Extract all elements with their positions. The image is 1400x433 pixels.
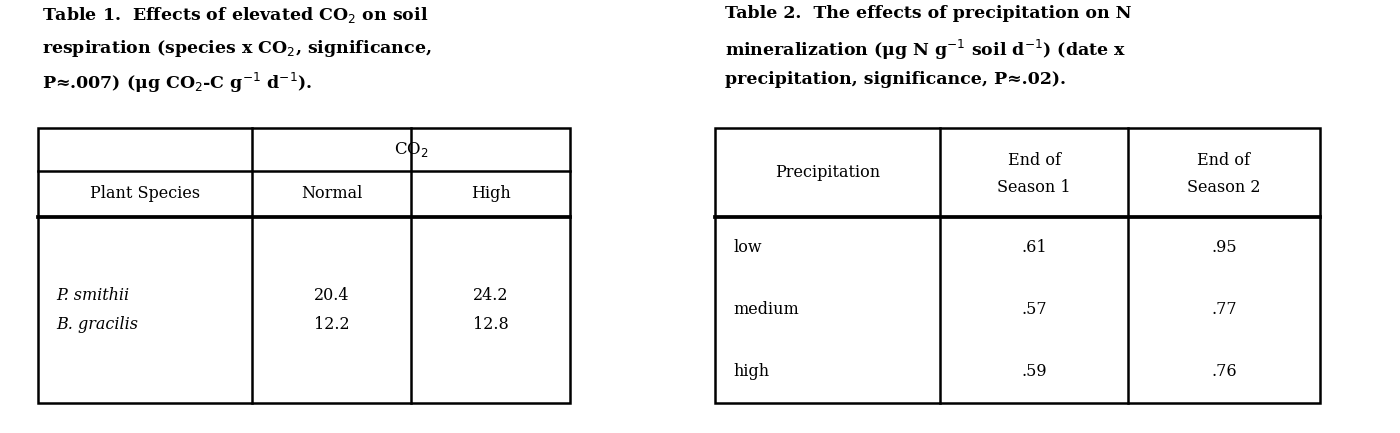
Text: High: High: [470, 185, 511, 203]
Text: End of: End of: [1008, 152, 1061, 169]
Text: 12.8: 12.8: [473, 317, 508, 333]
Text: .77: .77: [1211, 301, 1236, 319]
Text: P≈.007) (μg CO$_2$-C g$^{-1}$ d$^{-1}$).: P≈.007) (μg CO$_2$-C g$^{-1}$ d$^{-1}$).: [42, 71, 312, 95]
Text: 12.2: 12.2: [314, 317, 350, 333]
Text: Season 2: Season 2: [1187, 179, 1261, 196]
Text: Normal: Normal: [301, 185, 363, 203]
Text: Table 1.  Effects of elevated CO$_2$ on soil: Table 1. Effects of elevated CO$_2$ on s…: [42, 5, 428, 25]
Text: .76: .76: [1211, 363, 1236, 381]
Text: mineralization (μg N g$^{-1}$ soil d$^{-1}$) (date x: mineralization (μg N g$^{-1}$ soil d$^{-…: [725, 38, 1126, 62]
Text: End of: End of: [1197, 152, 1250, 169]
Text: low: low: [734, 239, 762, 256]
Bar: [715, 128, 1320, 403]
Text: medium: medium: [734, 301, 799, 319]
Text: high: high: [734, 363, 769, 381]
Text: 20.4: 20.4: [314, 287, 349, 304]
Text: .59: .59: [1021, 363, 1047, 381]
Text: 24.2: 24.2: [473, 287, 508, 304]
Text: P. smithii: P. smithii: [56, 287, 129, 304]
Text: Precipitation: Precipitation: [776, 164, 881, 181]
Text: respiration (species x CO$_2$, significance,: respiration (species x CO$_2$, significa…: [42, 38, 431, 59]
Text: .95: .95: [1211, 239, 1236, 256]
Text: Season 1: Season 1: [997, 179, 1071, 196]
Text: .57: .57: [1021, 301, 1047, 319]
Text: Table 2.  The effects of precipitation on N: Table 2. The effects of precipitation on…: [725, 5, 1131, 22]
Text: .61: .61: [1021, 239, 1047, 256]
Text: Plant Species: Plant Species: [90, 185, 200, 203]
Text: CO$_2$: CO$_2$: [393, 140, 428, 159]
Bar: [38, 128, 570, 403]
Text: B. gracilis: B. gracilis: [56, 317, 139, 333]
Text: precipitation, significance, P≈.02).: precipitation, significance, P≈.02).: [725, 71, 1065, 88]
